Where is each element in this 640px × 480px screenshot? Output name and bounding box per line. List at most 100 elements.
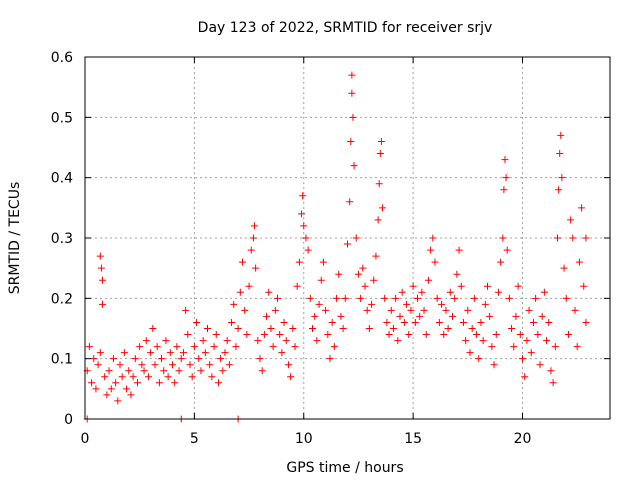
data-point [540, 288, 548, 296]
data-point [405, 331, 413, 339]
y-tick-label: 0.2 [51, 291, 73, 307]
x-tick-label: 20 [514, 431, 532, 447]
data-point [179, 349, 187, 357]
data-point [359, 264, 367, 272]
data-point [304, 246, 312, 254]
data-point [470, 294, 478, 302]
data-point [569, 234, 577, 242]
data-point [459, 318, 467, 326]
data-point [554, 234, 561, 242]
data-point [427, 246, 435, 254]
axis-ticks: 0 5 10 15 20 0 0.1 0.2 0.3 0.4 0.5 0.6 [51, 50, 610, 447]
data-point [374, 216, 382, 224]
data-point [400, 318, 408, 326]
data-point [564, 331, 572, 339]
data-point [97, 264, 105, 272]
data-point [571, 306, 579, 314]
data-point [431, 258, 439, 266]
data-point [573, 343, 581, 351]
data-point [449, 312, 456, 320]
data-point [212, 331, 220, 339]
data-point [398, 288, 406, 296]
x-axis-label: GPS time / hours [286, 460, 403, 476]
y-tick-label: 0.4 [51, 171, 73, 187]
data-point [210, 343, 218, 351]
data-point [197, 367, 205, 375]
data-point [92, 385, 100, 393]
data-point [429, 234, 437, 242]
data-point [147, 349, 155, 357]
data-point [164, 373, 172, 381]
data-point [557, 131, 565, 139]
data-point [453, 270, 461, 278]
data-point [543, 337, 551, 345]
data-point [562, 294, 570, 302]
data-point [525, 306, 533, 314]
data-point [252, 264, 260, 272]
data-point [317, 276, 325, 284]
data-point [348, 89, 356, 97]
data-point [484, 282, 491, 290]
data-point [239, 258, 246, 266]
data-point [500, 186, 508, 194]
data-point [494, 288, 502, 296]
data-point [545, 318, 553, 326]
data-point [88, 379, 96, 387]
data-point [241, 306, 249, 314]
data-point [420, 306, 428, 314]
data-point [140, 367, 148, 375]
data-point [352, 234, 360, 242]
data-point [475, 355, 483, 363]
data-point [418, 288, 426, 296]
data-point [335, 270, 343, 278]
data-point [466, 349, 474, 357]
data-point [523, 337, 531, 345]
data-point [446, 288, 454, 296]
data-points [83, 71, 590, 423]
data-point [473, 331, 481, 339]
data-point [383, 318, 391, 326]
data-point [481, 300, 489, 308]
data-point [193, 318, 201, 326]
data-point [363, 306, 371, 314]
data-point [221, 349, 229, 357]
data-point [330, 343, 338, 351]
chart-title: Day 123 of 2022, SRMTID for receiver srj… [198, 20, 493, 36]
data-point [155, 379, 163, 387]
data-point [234, 325, 242, 332]
data-point [225, 361, 233, 369]
data-point [385, 331, 393, 339]
data-point [534, 331, 542, 339]
data-point [99, 276, 106, 284]
data-point [547, 367, 555, 375]
data-point [527, 349, 535, 357]
data-point [409, 282, 417, 290]
data-point [464, 306, 472, 314]
data-point [166, 349, 174, 357]
data-point [497, 258, 505, 266]
data-point [376, 150, 384, 158]
data-point [177, 355, 185, 363]
data-point [236, 288, 244, 296]
data-point [479, 337, 487, 345]
data-point [346, 198, 354, 206]
data-point [295, 258, 303, 266]
data-point [112, 379, 120, 387]
data-point [582, 234, 590, 242]
data-point [555, 186, 563, 194]
data-point [195, 355, 203, 363]
data-point [379, 204, 386, 212]
y-axis-label: SRMTID / TECUs [7, 182, 23, 295]
data-point [243, 331, 251, 339]
data-point [125, 367, 133, 375]
data-point [169, 361, 176, 369]
data-point [247, 246, 255, 254]
data-point [114, 397, 122, 405]
data-point [291, 343, 299, 351]
data-point [184, 331, 192, 339]
data-point [556, 150, 564, 158]
data-point [280, 318, 288, 326]
data-point [580, 282, 588, 290]
data-point [182, 306, 190, 314]
data-point [575, 258, 583, 266]
